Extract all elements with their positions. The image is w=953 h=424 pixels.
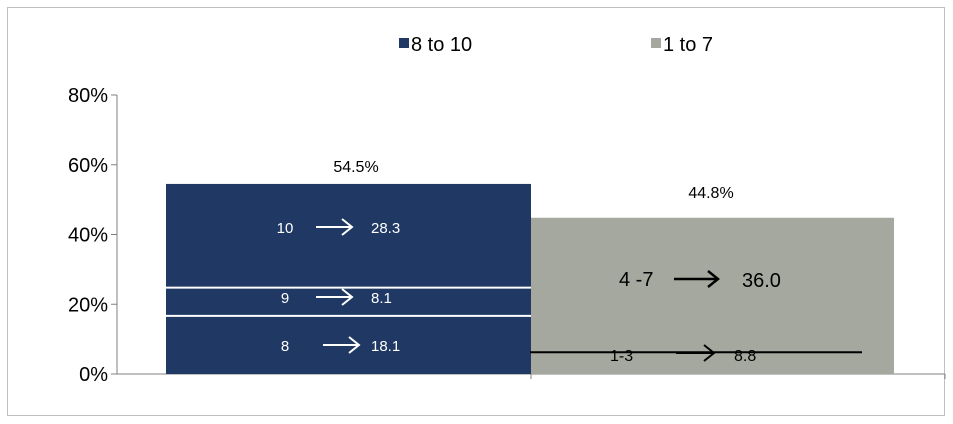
arrow-head — [703, 344, 716, 362]
y-tick-label: 20% — [68, 294, 108, 316]
arrow-head — [341, 288, 354, 306]
segment-value: 36.0 — [742, 270, 781, 292]
segment-label: 10 — [277, 220, 294, 237]
total-label: 54.5% — [333, 159, 378, 176]
segment-value: 28.3 — [371, 220, 400, 237]
total-label: 44.8% — [688, 185, 733, 202]
legend-label: 1 to 7 — [663, 34, 713, 56]
legend-label: 8 to 10 — [411, 34, 472, 56]
segment-value: 8.8 — [734, 348, 756, 365]
arrow-head — [707, 270, 721, 288]
segment-9: 9 8.1 — [281, 288, 392, 307]
bar-1-to-7: 44.8% 1-3 8.8 4 -7 36.0 — [530, 185, 894, 374]
segment-label: 4 -7 — [619, 269, 653, 291]
bar-8-to-10-rect — [166, 183, 531, 374]
segment-label: 9 — [281, 290, 289, 307]
bar-8-to-10: 54.5%8 18.19 8.110 28.3 — [166, 159, 531, 374]
y-tick-label: 80% — [68, 85, 108, 107]
bar-1-to-7-rect — [531, 217, 894, 374]
legend-swatch — [651, 38, 661, 48]
legend-swatch — [399, 38, 409, 48]
segment-label: 8 — [281, 338, 289, 355]
segment-1-3: 1-3 8.8 — [610, 344, 756, 365]
legend: 8 to 10 1 to 7 — [399, 34, 713, 56]
y-tick-label: 40% — [68, 225, 108, 247]
arrow-head — [341, 218, 354, 236]
arrow-head — [348, 336, 361, 354]
segment-value: 18.1 — [371, 338, 400, 355]
segment-4-7: 4 -7 36.0 — [619, 269, 781, 292]
bars: 54.5%8 18.19 8.110 28.344.8%1-3 8.84 -7 36.0 — [166, 159, 894, 374]
segment-value: 8.1 — [371, 290, 392, 307]
segment-10: 10 28.3 — [277, 218, 400, 237]
y-tick-label: 60% — [68, 155, 108, 177]
segment-label: 1-3 — [610, 348, 633, 365]
y-tick-label: 0% — [79, 364, 108, 386]
segment-8: 8 18.1 — [281, 336, 400, 355]
